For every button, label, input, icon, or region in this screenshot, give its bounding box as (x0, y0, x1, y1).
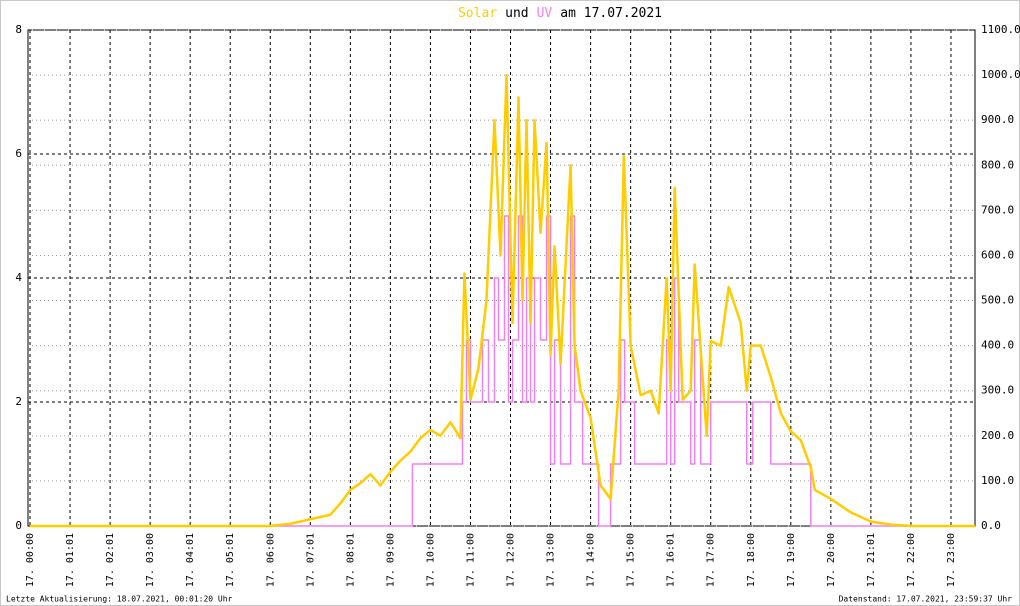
footer-right: Datenstand: 17.07.2021, 23:59:37 Uhr (839, 595, 1013, 604)
x-tick-label: 17. 01:01 (65, 533, 76, 587)
x-tick-label: 17. 12:00 (506, 533, 517, 587)
x-tick-label: 17. 13:00 (546, 533, 557, 587)
y-tick-label: 0 (15, 519, 22, 532)
x-tick-label: 17. 23:00 (946, 533, 957, 587)
x-tick-label: 17. 16:01 (666, 533, 677, 587)
x-tick-label: 17. 03:00 (145, 533, 156, 587)
x-tick-label: 17. 14:00 (586, 533, 597, 587)
x-tick-label: 17. 02:01 (105, 533, 116, 587)
x-tick-label: 17. 05:01 (225, 533, 236, 587)
x-tick-label: 17. 18:00 (746, 533, 757, 587)
series-line (30, 215, 975, 527)
x-tick-label: 17. 04:01 (185, 533, 196, 587)
series-line (30, 73, 975, 528)
x-tick-label: 17. 09:00 (385, 533, 396, 587)
x-tick-label: 17. 08:01 (345, 533, 356, 587)
y2-tick-label: 1000.0 (981, 68, 1020, 81)
x-tick-label: 17. 20:00 (826, 533, 837, 587)
y-tick-label: 6 (15, 147, 22, 160)
y2-tick-label: 400.0 (981, 339, 1014, 352)
y2-tick-label: 700.0 (981, 203, 1014, 216)
y2-tick-label: 300.0 (981, 384, 1014, 397)
y-tick-label: 2 (15, 395, 22, 408)
chart-title: Solar und UV am 17.07.2021 (458, 6, 662, 21)
title-date: am 17.07.2021 (560, 6, 662, 21)
footer-left: Letzte Aktualisierung: 18.07.2021, 00:01… (6, 595, 233, 604)
y2-tick-label: 500.0 (981, 294, 1014, 307)
x-tick-label: 17. 07:01 (305, 533, 316, 587)
y2-tick-label: 800.0 (981, 158, 1014, 171)
y2-tick-label: 0.0 (981, 519, 1001, 532)
x-tick-label: 17. 21:01 (866, 533, 877, 587)
x-tick-label: 17. 19:00 (786, 533, 797, 587)
x-tick-label: 17. 22:00 (906, 533, 917, 587)
title-uv: UV (537, 6, 553, 21)
y2-tick-label: 1100.0 (981, 23, 1020, 36)
y2-tick-label: 100.0 (981, 474, 1014, 487)
x-tick-label: 17. 06:00 (265, 533, 276, 587)
x-tick-label: 17. 15:00 (626, 533, 637, 587)
y2-tick-label: 200.0 (981, 429, 1014, 442)
title-und: und (505, 6, 528, 21)
y-tick-label: 4 (15, 271, 22, 284)
y-tick-label: 8 (15, 23, 22, 36)
x-tick-label: 17. 10:00 (425, 533, 436, 587)
y2-tick-label: 600.0 (981, 248, 1014, 261)
x-tick-label: 17. 11:00 (465, 533, 476, 587)
y2-tick-label: 900.0 (981, 113, 1014, 126)
x-tick-label: 17. 17:00 (706, 533, 717, 587)
title-solar: Solar (458, 6, 497, 21)
x-tick-label: 17. 00:00 (25, 533, 36, 587)
